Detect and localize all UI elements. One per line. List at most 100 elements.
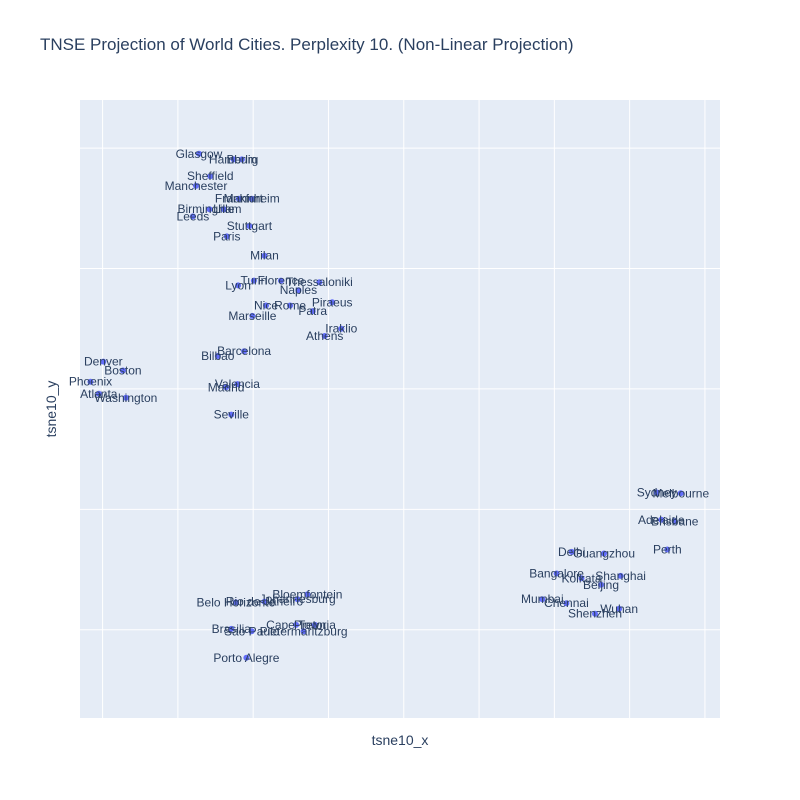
data-point[interactable] [311, 621, 318, 628]
data-point[interactable] [617, 572, 624, 579]
point-label: Thessaloniki [286, 275, 353, 289]
point-label: Pretoria [294, 618, 336, 632]
point-label: Wuhan [600, 602, 638, 616]
data-point[interactable] [100, 358, 107, 365]
data-point[interactable] [539, 596, 546, 603]
data-point[interactable] [87, 378, 94, 385]
data-point[interactable] [578, 575, 585, 582]
point-label: Rome [274, 299, 306, 313]
data-point[interactable] [304, 591, 311, 598]
point-label: Rio de Janeiro [226, 595, 304, 609]
data-point[interactable] [119, 367, 126, 374]
data-point[interactable] [338, 325, 345, 332]
data-point[interactable] [329, 299, 336, 306]
data-point[interactable] [316, 279, 323, 286]
point-label: Washington [94, 391, 157, 405]
data-point[interactable] [228, 411, 235, 418]
data-point[interactable] [309, 308, 316, 315]
data-point[interactable] [248, 195, 255, 202]
data-point[interactable] [220, 206, 227, 213]
data-point[interactable] [592, 610, 598, 617]
point-label: Stuttgart [227, 219, 273, 233]
data-point[interactable] [321, 333, 328, 339]
data-point[interactable] [235, 195, 242, 202]
data-point[interactable] [658, 516, 665, 523]
point-label: Valencia [215, 377, 260, 391]
data-point[interactable] [246, 223, 253, 229]
point-labels: Glasgow BerlinHamburgSheffieldManchesterF… [69, 147, 710, 665]
data-point[interactable] [261, 252, 268, 259]
data-point[interactable] [235, 282, 242, 289]
point-label: Marseille [228, 309, 276, 323]
data-point[interactable] [223, 233, 230, 240]
data-point[interactable] [295, 287, 302, 294]
data-point[interactable] [278, 277, 284, 284]
data-point[interactable] [214, 353, 221, 359]
data-point[interactable] [664, 546, 671, 553]
point-label: Hamburg [209, 152, 258, 166]
point-label: Florence [258, 274, 305, 288]
x-axis-title: tsne10_x [372, 732, 429, 748]
data-point[interactable] [653, 489, 660, 496]
point-label: Turin [240, 274, 267, 288]
point-label: Frankfurt [215, 192, 264, 206]
data-point[interactable] [677, 490, 684, 497]
data-point[interactable] [223, 384, 230, 391]
point-label: Iraklio [325, 322, 357, 336]
point-label: Mannheim [224, 192, 280, 206]
data-point[interactable] [193, 182, 199, 189]
point-label: Lyon [225, 278, 251, 292]
point-label: Lille [213, 202, 235, 216]
data-point[interactable] [95, 390, 102, 397]
data-point[interactable] [671, 518, 678, 525]
data-point[interactable] [232, 599, 239, 606]
data-point[interactable] [553, 570, 560, 577]
data-point[interactable] [234, 381, 241, 388]
point-label: Sydney [637, 486, 677, 500]
point-label: Bilbao [201, 349, 235, 363]
point-label: Atlanta [80, 387, 118, 401]
point-label: Leeds [177, 209, 210, 223]
data-point[interactable] [243, 654, 250, 661]
data-point[interactable] [228, 625, 235, 632]
y-axis-title: tsne10_y [43, 381, 59, 438]
data-point[interactable] [196, 150, 202, 157]
point-label: Paris [213, 229, 240, 243]
data-point[interactable] [293, 621, 300, 628]
data-point[interactable] [601, 550, 607, 557]
data-point[interactable] [206, 206, 213, 213]
data-point[interactable] [122, 394, 129, 401]
data-point[interactable] [616, 605, 623, 612]
data-point[interactable] [238, 156, 245, 163]
data-point[interactable] [563, 600, 570, 607]
data-point[interactable] [300, 628, 307, 635]
data-point[interactable] [249, 312, 256, 319]
point-label: Madrid [208, 380, 245, 394]
data-point[interactable] [248, 628, 255, 635]
point-label: Shenzhen [568, 607, 622, 621]
data-point[interactable] [568, 548, 575, 555]
point-label: Guangzhou [573, 547, 635, 561]
data-point[interactable] [263, 302, 269, 309]
data-point[interactable] [230, 156, 237, 163]
data-point[interactable] [207, 173, 214, 180]
point-label: Belo Horizonte [197, 595, 276, 609]
data-point[interactable] [261, 598, 268, 605]
data-points [87, 150, 684, 661]
data-point[interactable] [241, 348, 248, 355]
point-label: Bangalore [529, 567, 584, 581]
data-point[interactable] [287, 302, 294, 309]
point-label: Phoenix [69, 375, 112, 389]
data-point[interactable] [250, 277, 257, 284]
data-point[interactable] [189, 213, 196, 220]
point-label: Athens [306, 329, 343, 343]
point-label: Porto Alegre [213, 651, 279, 665]
point-label: Bloemfontein [272, 587, 342, 601]
data-point[interactable] [294, 596, 301, 603]
point-label: Sao Paulo [224, 624, 280, 638]
point-label: Berlin [227, 152, 258, 166]
point-label: Brasilia [212, 622, 252, 636]
data-point[interactable] [598, 581, 604, 588]
